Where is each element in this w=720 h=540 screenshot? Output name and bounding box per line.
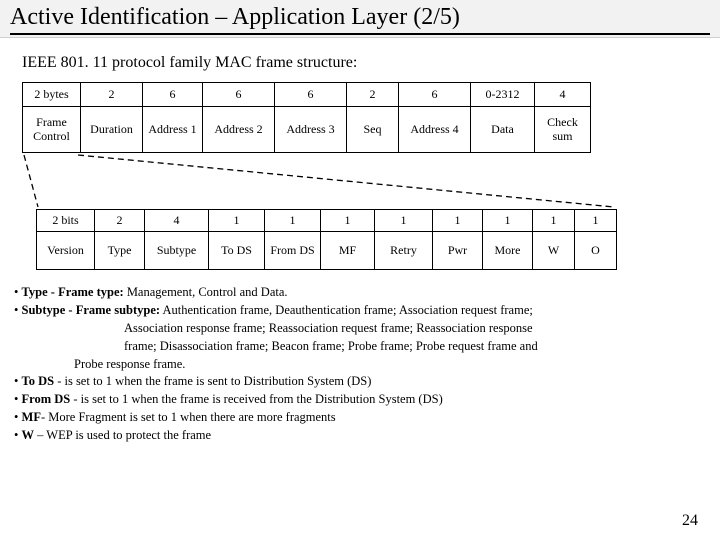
bold-w: W: [22, 428, 35, 442]
bits-size-cell: 1: [483, 210, 533, 232]
mac-name-cell: Address 3: [275, 107, 347, 153]
mac-name-cell: Frame Control: [23, 107, 81, 153]
bits-size-cell: 1: [533, 210, 575, 232]
mac-name-cell: Duration: [81, 107, 143, 153]
bits-names-row: VersionTypeSubtypeTo DSFrom DSMFRetryPwr…: [37, 232, 617, 270]
mac-sizes-row: 2 bytes2666260-23124: [23, 83, 591, 107]
mac-size-cell: 4: [535, 83, 591, 107]
connector-line-left: [24, 155, 38, 207]
bits-name-cell: From DS: [265, 232, 321, 270]
mac-size-cell: 6: [143, 83, 203, 107]
bullet-subtype-cont3: Probe response frame.: [14, 356, 710, 373]
mac-size-cell: 6: [203, 83, 275, 107]
bullet-type-text: Management, Control and Data.: [127, 285, 288, 299]
bold-mf: MF: [22, 410, 41, 424]
bullet-subtype-text: Authentication frame, Deauthentication f…: [163, 303, 533, 317]
mac-size-cell: 0-2312: [471, 83, 535, 107]
bold-tods: To DS: [22, 374, 55, 388]
bullet-w-text: – WEP is used to protect the frame: [37, 428, 211, 442]
subtitle: IEEE 801. 11 protocol family MAC frame s…: [22, 54, 720, 72]
bullet-fromds-text: - is set to 1 when the frame is received…: [73, 392, 442, 406]
bits-sizes-row: 2 bits2411111111: [37, 210, 617, 232]
bits-name-cell: MF: [321, 232, 375, 270]
bullet-subtype-cont1: Association response frame; Reassociatio…: [14, 320, 710, 337]
bits-size-cell: 1: [375, 210, 433, 232]
bullet-mf-text: - More Fragment is set to 1 when there a…: [41, 410, 336, 424]
bits-name-cell: W: [533, 232, 575, 270]
mac-size-cell: 6: [275, 83, 347, 107]
bits-name-cell: Type: [95, 232, 145, 270]
mac-name-cell: Address 4: [399, 107, 471, 153]
mac-name-cell: Data: [471, 107, 535, 153]
bits-name-cell: Retry: [375, 232, 433, 270]
bits-size-cell: 1: [321, 210, 375, 232]
mac-size-cell: 2 bytes: [23, 83, 81, 107]
bullet-w: • W – WEP is used to protect the frame: [14, 427, 710, 444]
bits-size-cell: 1: [209, 210, 265, 232]
bits-name-cell: Version: [37, 232, 95, 270]
bits-name-cell: Pwr: [433, 232, 483, 270]
connector-line-right: [78, 155, 614, 207]
title-band: Active Identification – Application Laye…: [0, 0, 720, 38]
mac-frame-table: 2 bytes2666260-23124 Frame ControlDurati…: [22, 82, 591, 153]
bullet-list: • Type - Frame type: Management, Control…: [14, 284, 710, 444]
page-number: 24: [682, 512, 698, 530]
mac-name-cell: Check sum: [535, 107, 591, 153]
mac-names-row: Frame ControlDurationAddress 1Address 2A…: [23, 107, 591, 153]
frame-control-bits-table: 2 bits2411111111 VersionTypeSubtypeTo DS…: [36, 209, 617, 270]
mac-size-cell: 2: [81, 83, 143, 107]
bits-size-cell: 2: [95, 210, 145, 232]
bits-name-cell: More: [483, 232, 533, 270]
bold-fromds: From DS: [22, 392, 71, 406]
mac-name-cell: Address 2: [203, 107, 275, 153]
bullet-mf: • MF- More Fragment is set to 1 when the…: [14, 409, 710, 426]
bits-name-cell: Subtype: [145, 232, 209, 270]
bits-name-cell: O: [575, 232, 617, 270]
bits-size-cell: 1: [433, 210, 483, 232]
mac-name-cell: Address 1: [143, 107, 203, 153]
bits-size-cell: 2 bits: [37, 210, 95, 232]
bullet-subtype-cont2: frame; Disassociation frame; Beacon fram…: [14, 338, 710, 355]
mac-size-cell: 6: [399, 83, 471, 107]
connector-svg: [0, 153, 720, 209]
bullet-tods: • To DS - is set to 1 when the frame is …: [14, 373, 710, 390]
bold-subtype: Subtype - Frame subtype:: [22, 303, 161, 317]
dashed-connector: [0, 153, 720, 209]
page-title: Active Identification – Application Laye…: [10, 4, 710, 35]
bold-type: Type - Frame type:: [22, 285, 124, 299]
bullet-tods-text: - is set to 1 when the frame is sent to …: [57, 374, 371, 388]
bits-name-cell: To DS: [209, 232, 265, 270]
bits-size-cell: 4: [145, 210, 209, 232]
bullet-fromds: • From DS - is set to 1 when the frame i…: [14, 391, 710, 408]
mac-size-cell: 2: [347, 83, 399, 107]
bullet-subtype: • Subtype - Frame subtype: Authenticatio…: [14, 302, 710, 319]
mac-name-cell: Seq: [347, 107, 399, 153]
bits-size-cell: 1: [575, 210, 617, 232]
bits-size-cell: 1: [265, 210, 321, 232]
bullet-type: • Type - Frame type: Management, Control…: [14, 284, 710, 301]
